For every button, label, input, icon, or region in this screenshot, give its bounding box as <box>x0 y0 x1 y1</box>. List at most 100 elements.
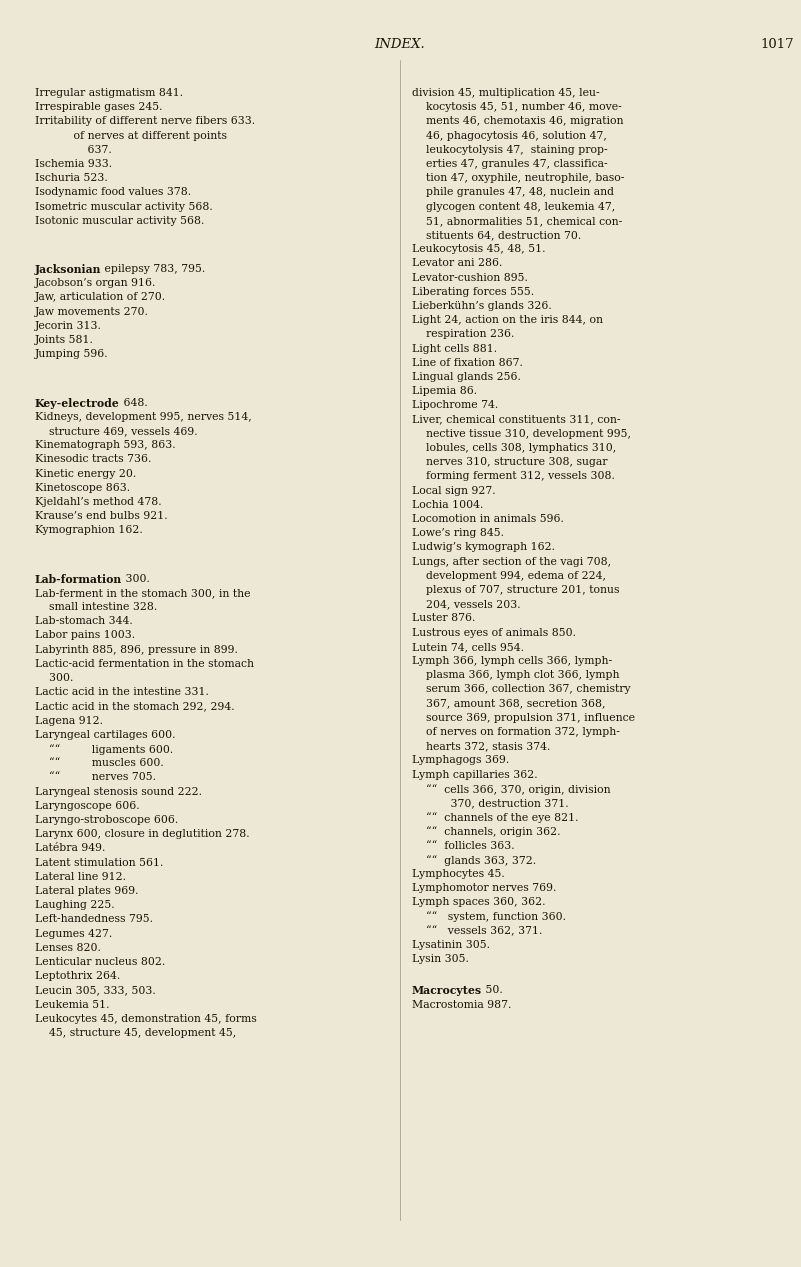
Text: Macrostomia 987.: Macrostomia 987. <box>412 1000 511 1010</box>
Text: Leukocytosis 45, 48, 51.: Leukocytosis 45, 48, 51. <box>412 245 545 255</box>
Text: Jacobson’s organ 916.: Jacobson’s organ 916. <box>35 279 156 289</box>
Text: Irrespirable gases 245.: Irrespirable gases 245. <box>35 103 163 113</box>
Text: Joints 581.: Joints 581. <box>35 334 94 345</box>
Text: stituents 64, destruction 70.: stituents 64, destruction 70. <box>412 231 582 239</box>
Text: erties 47, granules 47, classifica-: erties 47, granules 47, classifica- <box>412 158 608 169</box>
Text: Lowe’s ring 845.: Lowe’s ring 845. <box>412 528 504 538</box>
Text: Labor pains 1003.: Labor pains 1003. <box>35 631 135 640</box>
Text: ““   vessels 362, 371.: ““ vessels 362, 371. <box>412 926 542 936</box>
Text: ““  channels, origin 362.: ““ channels, origin 362. <box>412 826 561 837</box>
Text: Latent stimulation 561.: Latent stimulation 561. <box>35 858 163 868</box>
Text: Isodynamic food values 378.: Isodynamic food values 378. <box>35 188 191 198</box>
Text: Lactic acid in the stomach 292, 294.: Lactic acid in the stomach 292, 294. <box>35 702 235 712</box>
Text: Laryngeal stenosis sound 222.: Laryngeal stenosis sound 222. <box>35 787 202 797</box>
Text: leukocytolysis 47,  staining prop-: leukocytolysis 47, staining prop- <box>412 144 608 155</box>
Text: Lab-formation: Lab-formation <box>35 574 122 584</box>
Text: Laughing 225.: Laughing 225. <box>35 901 115 910</box>
Text: ““  cells 366, 370, origin, division: ““ cells 366, 370, origin, division <box>412 784 610 794</box>
Text: ““  glands 363, 372.: ““ glands 363, 372. <box>412 855 536 865</box>
Text: structure 469, vessels 469.: structure 469, vessels 469. <box>35 426 198 436</box>
Text: plexus of 707, structure 201, tonus: plexus of 707, structure 201, tonus <box>412 585 619 595</box>
Text: development 994, edema of 224,: development 994, edema of 224, <box>412 571 606 580</box>
Text: division 45, multiplication 45, leu-: division 45, multiplication 45, leu- <box>412 87 600 98</box>
Text: source 369, propulsion 371, influence: source 369, propulsion 371, influence <box>412 713 635 722</box>
Text: Levator-cushion 895.: Levator-cushion 895. <box>412 272 528 283</box>
Text: 45, structure 45, development 45,: 45, structure 45, development 45, <box>35 1028 236 1038</box>
Text: Laryngeal cartilages 600.: Laryngeal cartilages 600. <box>35 730 175 740</box>
Text: Lymph 366, lymph cells 366, lymph-: Lymph 366, lymph cells 366, lymph- <box>412 656 612 666</box>
Text: 51, abnormalities 51, chemical con-: 51, abnormalities 51, chemical con- <box>412 215 622 226</box>
Text: 50.: 50. <box>482 986 503 996</box>
Text: Lochia 1004.: Lochia 1004. <box>412 499 483 509</box>
Text: Lipochrome 74.: Lipochrome 74. <box>412 400 498 411</box>
Text: Legumes 427.: Legumes 427. <box>35 929 112 939</box>
Text: Lateral line 912.: Lateral line 912. <box>35 872 126 882</box>
Text: ““  channels of the eye 821.: ““ channels of the eye 821. <box>412 812 578 824</box>
Text: ““         ligaments 600.: ““ ligaments 600. <box>35 744 173 755</box>
Text: 367, amount 368, secretion 368,: 367, amount 368, secretion 368, <box>412 698 606 708</box>
Text: tion 47, oxyphile, neutrophile, baso-: tion 47, oxyphile, neutrophile, baso- <box>412 174 624 184</box>
Text: Kinesodic tracts 736.: Kinesodic tracts 736. <box>35 455 151 465</box>
Text: epilepsy 783, 795.: epilepsy 783, 795. <box>102 264 206 274</box>
Text: 648.: 648. <box>120 398 147 408</box>
Text: Latébra 949.: Latébra 949. <box>35 844 106 854</box>
Text: Leukocytes 45, demonstration 45, forms: Leukocytes 45, demonstration 45, forms <box>35 1014 257 1024</box>
Text: Kjeldahl’s method 478.: Kjeldahl’s method 478. <box>35 497 162 507</box>
Text: Lutein 74, cells 954.: Lutein 74, cells 954. <box>412 642 524 651</box>
Text: Leukemia 51.: Leukemia 51. <box>35 1000 110 1010</box>
Text: 300.: 300. <box>35 673 74 683</box>
Text: 300.: 300. <box>122 574 150 584</box>
Text: ments 46, chemotaxis 46, migration: ments 46, chemotaxis 46, migration <box>412 117 623 127</box>
Text: Ludwig’s kymograph 162.: Ludwig’s kymograph 162. <box>412 542 555 552</box>
Text: Lenses 820.: Lenses 820. <box>35 943 101 953</box>
Text: forming ferment 312, vessels 308.: forming ferment 312, vessels 308. <box>412 471 615 481</box>
Text: Kymographion 162.: Kymographion 162. <box>35 526 143 536</box>
Text: Lactic-acid fermentation in the stomach: Lactic-acid fermentation in the stomach <box>35 659 254 669</box>
Text: Lipemia 86.: Lipemia 86. <box>412 386 477 397</box>
Text: Key-electrode: Key-electrode <box>35 398 120 408</box>
Text: Lymph capillaries 362.: Lymph capillaries 362. <box>412 769 537 779</box>
Text: kocytosis 45, 51, number 46, move-: kocytosis 45, 51, number 46, move- <box>412 103 622 113</box>
Text: serum 366, collection 367, chemistry: serum 366, collection 367, chemistry <box>412 684 630 694</box>
Text: Lymphocytes 45.: Lymphocytes 45. <box>412 869 505 879</box>
Text: Local sign 927.: Local sign 927. <box>412 485 496 495</box>
Text: of nerves at different points: of nerves at different points <box>35 131 227 141</box>
Text: hearts 372, stasis 374.: hearts 372, stasis 374. <box>412 741 550 751</box>
Text: Macrocytes: Macrocytes <box>412 986 482 996</box>
Text: Luster 876.: Luster 876. <box>412 613 475 623</box>
Text: Krause’s end bulbs 921.: Krause’s end bulbs 921. <box>35 511 167 521</box>
Text: Lab-stomach 344.: Lab-stomach 344. <box>35 616 133 626</box>
Text: Lustrous eyes of animals 850.: Lustrous eyes of animals 850. <box>412 627 576 637</box>
Text: Left-handedness 795.: Left-handedness 795. <box>35 915 153 925</box>
Text: Lingual glands 256.: Lingual glands 256. <box>412 372 521 381</box>
Text: of nerves on formation 372, lymph-: of nerves on formation 372, lymph- <box>412 727 620 737</box>
Text: Jaw, articulation of 270.: Jaw, articulation of 270. <box>35 293 166 303</box>
Text: 1017: 1017 <box>760 38 794 52</box>
Text: phile granules 47, 48, nuclein and: phile granules 47, 48, nuclein and <box>412 188 614 198</box>
Text: Laryngo-stroboscope 606.: Laryngo-stroboscope 606. <box>35 815 179 825</box>
Text: Lab-ferment in the stomach 300, in the: Lab-ferment in the stomach 300, in the <box>35 588 251 598</box>
Text: Isometric muscular activity 568.: Isometric muscular activity 568. <box>35 201 213 212</box>
Text: Lysin 305.: Lysin 305. <box>412 954 469 964</box>
Text: Lactic acid in the intestine 331.: Lactic acid in the intestine 331. <box>35 687 209 697</box>
Text: Kidneys, development 995, nerves 514,: Kidneys, development 995, nerves 514, <box>35 412 252 422</box>
Text: Jumping 596.: Jumping 596. <box>35 350 109 360</box>
Text: Liver, chemical constituents 311, con-: Liver, chemical constituents 311, con- <box>412 414 621 424</box>
Text: respiration 236.: respiration 236. <box>412 329 514 340</box>
Text: Lymphagogs 369.: Lymphagogs 369. <box>412 755 509 765</box>
Text: Line of fixation 867.: Line of fixation 867. <box>412 357 523 367</box>
Text: Jaw movements 270.: Jaw movements 270. <box>35 307 149 317</box>
Text: Ischuria 523.: Ischuria 523. <box>35 174 108 184</box>
Text: lobules, cells 308, lymphatics 310,: lobules, cells 308, lymphatics 310, <box>412 443 616 454</box>
Text: nective tissue 310, development 995,: nective tissue 310, development 995, <box>412 428 631 438</box>
Text: Kinetic energy 20.: Kinetic energy 20. <box>35 469 136 479</box>
Text: 637.: 637. <box>35 144 112 155</box>
Text: Labyrinth 885, 896, pressure in 899.: Labyrinth 885, 896, pressure in 899. <box>35 645 238 655</box>
Text: Lymph spaces 360, 362.: Lymph spaces 360, 362. <box>412 897 545 907</box>
Text: 204, vessels 203.: 204, vessels 203. <box>412 599 521 609</box>
Text: INDEX.: INDEX. <box>375 38 425 52</box>
Text: Light 24, action on the iris 844, on: Light 24, action on the iris 844, on <box>412 315 603 326</box>
Text: ““         muscles 600.: ““ muscles 600. <box>35 758 163 768</box>
Text: Light cells 881.: Light cells 881. <box>412 343 497 353</box>
Text: Larynx 600, closure in deglutition 278.: Larynx 600, closure in deglutition 278. <box>35 829 250 839</box>
